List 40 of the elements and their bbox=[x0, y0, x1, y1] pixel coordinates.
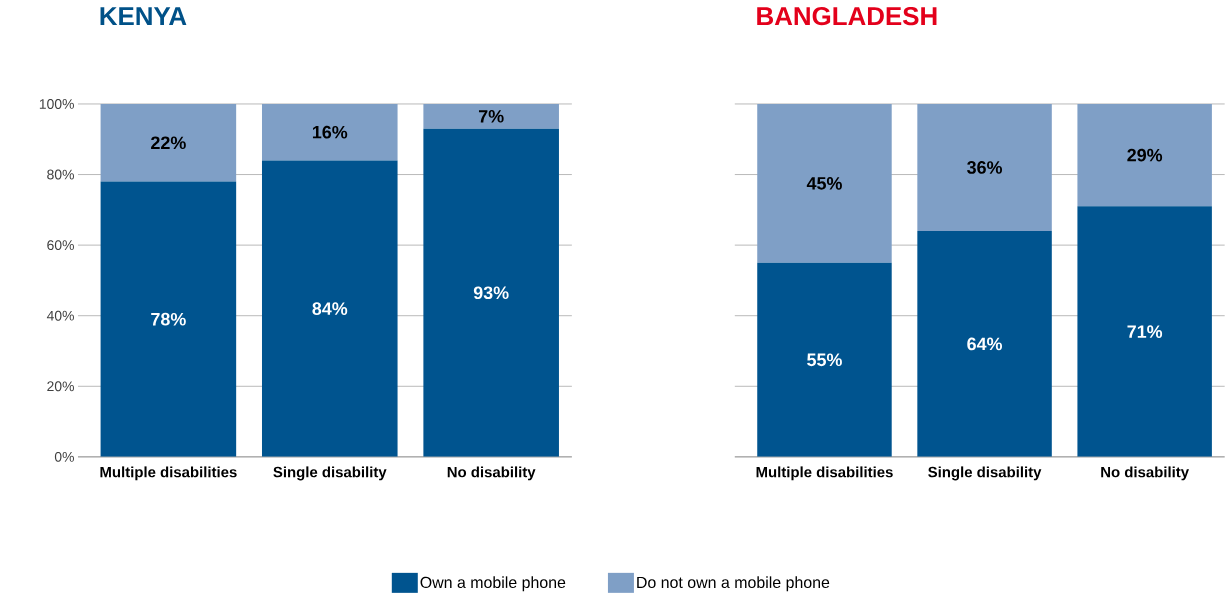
bar bbox=[261, 160, 398, 457]
y-tick-label: 20% bbox=[47, 381, 74, 392]
bar bbox=[1077, 104, 1212, 207]
x-tick-label: Multiple disabilities bbox=[100, 466, 237, 481]
data-label: 7% bbox=[478, 110, 504, 123]
chart-title: BANGLADESH bbox=[757, 7, 937, 26]
x-tick-label: Multiple disabilities bbox=[756, 466, 893, 481]
data-label: 45% bbox=[806, 177, 842, 190]
legend-label: Do not own a mobile phone bbox=[637, 576, 830, 592]
data-label: 64% bbox=[967, 337, 1003, 351]
bar bbox=[100, 104, 237, 182]
x-tick-label: No disability bbox=[447, 466, 536, 481]
data-label: 78% bbox=[151, 312, 186, 326]
data-label: 22% bbox=[151, 136, 186, 150]
bar bbox=[423, 104, 559, 129]
y-tick-label: 80% bbox=[47, 169, 74, 180]
bar bbox=[917, 231, 1052, 457]
bar bbox=[917, 104, 1052, 232]
data-label: 36% bbox=[967, 161, 1003, 174]
bar bbox=[1077, 206, 1212, 457]
data-label: 55% bbox=[807, 353, 842, 367]
data-label: 71% bbox=[1127, 325, 1163, 338]
y-tick-label: 40% bbox=[46, 310, 74, 321]
bar bbox=[423, 128, 559, 457]
x-tick-label: Single disability bbox=[928, 466, 1042, 481]
data-label: 84% bbox=[312, 302, 348, 316]
bar bbox=[261, 104, 398, 161]
y-tick-label: 100% bbox=[39, 99, 74, 109]
data-label: 93% bbox=[473, 286, 509, 300]
data-label: 16% bbox=[312, 125, 348, 139]
y-tick-label: 60% bbox=[47, 240, 74, 251]
y-tick-label: 0% bbox=[54, 452, 74, 462]
bar bbox=[100, 181, 237, 457]
legend-label: Own a mobile phone bbox=[420, 576, 566, 592]
data-label: 29% bbox=[1127, 148, 1163, 162]
x-tick-label: No disability bbox=[1101, 466, 1189, 481]
chart-title: KENYA bbox=[100, 7, 187, 26]
bar bbox=[757, 104, 892, 263]
x-tick-label: Single disability bbox=[273, 466, 387, 481]
bar bbox=[757, 262, 892, 457]
